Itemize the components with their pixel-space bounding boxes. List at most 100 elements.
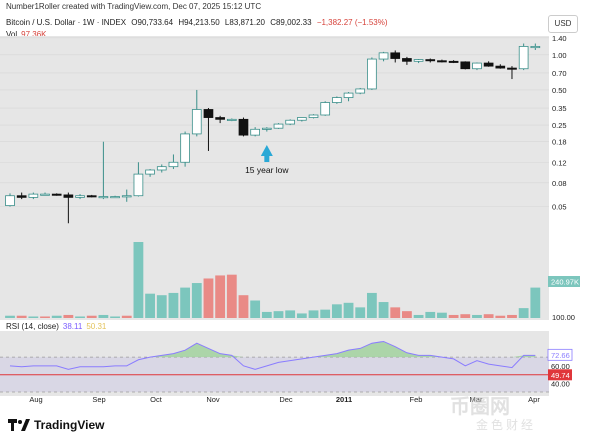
- volume-bar: [133, 242, 144, 318]
- candle-body: [51, 193, 62, 196]
- candle-body: [273, 123, 284, 129]
- credit-line: Number1Roller created with TradingView.c…: [6, 2, 262, 11]
- x-axis-label: 2011: [336, 395, 352, 404]
- volume-bar: [437, 312, 447, 318]
- price-tick-label: 0.08: [552, 179, 567, 188]
- price-tick-label: 0.70: [552, 69, 567, 78]
- candle-body: [507, 67, 517, 70]
- candle-body: [448, 60, 459, 63]
- volume-bar: [483, 314, 494, 318]
- candle-body: [75, 195, 85, 198]
- volume-label: Vol: [6, 30, 18, 39]
- candle-body: [320, 102, 331, 116]
- volume-bar: [110, 316, 120, 318]
- x-axis-label: Mar: [470, 395, 483, 404]
- candle-body: [180, 133, 190, 163]
- annotation-text: 15 year low: [245, 165, 289, 175]
- candle-body: [215, 117, 225, 120]
- rsi-axis-badge: [547, 348, 573, 361]
- candle-body: [518, 46, 529, 70]
- volume-bar: [448, 314, 459, 318]
- candle-body: [28, 193, 39, 198]
- candle-body: [121, 195, 132, 198]
- candle-body: [460, 61, 471, 70]
- candle-body: [472, 62, 482, 70]
- volume-value: 97.36K: [21, 30, 47, 39]
- volume-bar: [75, 316, 85, 318]
- volume-bar: [51, 315, 62, 318]
- volume-bar: [63, 314, 74, 318]
- rsi-tick-label: 40.00: [551, 379, 570, 388]
- volume-bar: [180, 287, 191, 318]
- candle-body: [156, 166, 167, 171]
- x-axis-label: Apr: [528, 395, 540, 404]
- volume-bar: [472, 314, 482, 318]
- volume-bar: [296, 313, 307, 318]
- volume-bar: [261, 311, 272, 318]
- candle-body: [495, 65, 506, 69]
- volume-bar: [331, 304, 342, 318]
- volume-bar: [226, 274, 237, 318]
- volume-bar: [16, 315, 27, 318]
- price-tick-label: 0.05: [552, 203, 567, 212]
- candle-body: [86, 195, 97, 198]
- candle-body: [203, 109, 214, 118]
- tradingview-brand[interactable]: TradingView: [8, 418, 104, 432]
- rsi-overbought-fill: [10, 341, 536, 358]
- candle-body: [343, 92, 354, 98]
- volume-bar: [121, 315, 132, 318]
- volume-bar: [518, 308, 529, 318]
- candle-body: [425, 59, 436, 62]
- candle-body: [355, 88, 366, 94]
- volume-axis-badge: [548, 276, 580, 287]
- volume-bar: [530, 287, 541, 318]
- close-value: C89,002.33: [270, 18, 312, 27]
- volume-bar: [40, 316, 50, 318]
- change-value: −1,382.27 (−1.53%): [316, 18, 388, 27]
- price-tick-label: 1.00: [552, 51, 567, 60]
- volume-bar: [495, 315, 506, 318]
- candle-body: [530, 46, 541, 49]
- candle-body: [40, 193, 50, 196]
- candle-body: [390, 52, 401, 59]
- volume-bar: [378, 302, 389, 318]
- candle-body: [16, 195, 27, 198]
- x-axis-label: Feb: [410, 395, 423, 404]
- pane-separator: [0, 320, 600, 331]
- watermark-sub-text: 金色财经: [476, 418, 537, 432]
- volume-bar: [191, 283, 202, 318]
- currency-button[interactable]: USD: [548, 15, 578, 33]
- volume-bar: [5, 315, 15, 318]
- candle-body: [332, 97, 342, 103]
- candle-body: [261, 127, 272, 130]
- x-axis-label: Aug: [29, 395, 42, 404]
- volume-bar: [273, 311, 284, 318]
- volume-bar: [507, 314, 517, 318]
- volume-bar: [402, 311, 412, 318]
- volume-axis-label: 240.97K: [551, 278, 579, 287]
- high-value: H94,213.50: [178, 18, 220, 27]
- candle-body: [483, 62, 494, 67]
- candle-body: [191, 109, 202, 135]
- x-axis-label: Nov: [206, 395, 220, 404]
- low-value: L83,871.20: [224, 18, 265, 27]
- rsi-tick-label: 49.74: [551, 371, 570, 380]
- price-tick-label: 0.50: [552, 86, 567, 95]
- volume-bar: [203, 278, 214, 318]
- symbol-legend: Bitcoin / U.S. Dollar · 1W · INDEX O90,7…: [6, 18, 391, 27]
- candle-body: [308, 114, 319, 118]
- candle-body: [238, 118, 249, 136]
- price-panel-bg: [0, 36, 549, 320]
- price-tick-label: 0.12: [552, 158, 567, 167]
- rsi-value: 38.11: [62, 322, 83, 331]
- candle-body: [297, 117, 307, 121]
- rsi-line: [9, 340, 536, 370]
- candle-body: [133, 173, 144, 197]
- rsi-tick-label: 60.00: [551, 362, 570, 371]
- price-tick-label: 0.18: [552, 138, 567, 147]
- price-tick-label: 0.25: [552, 121, 567, 130]
- volume-bar: [250, 300, 261, 318]
- tradingview-logo-icon: [8, 419, 30, 431]
- candle-body: [226, 118, 237, 121]
